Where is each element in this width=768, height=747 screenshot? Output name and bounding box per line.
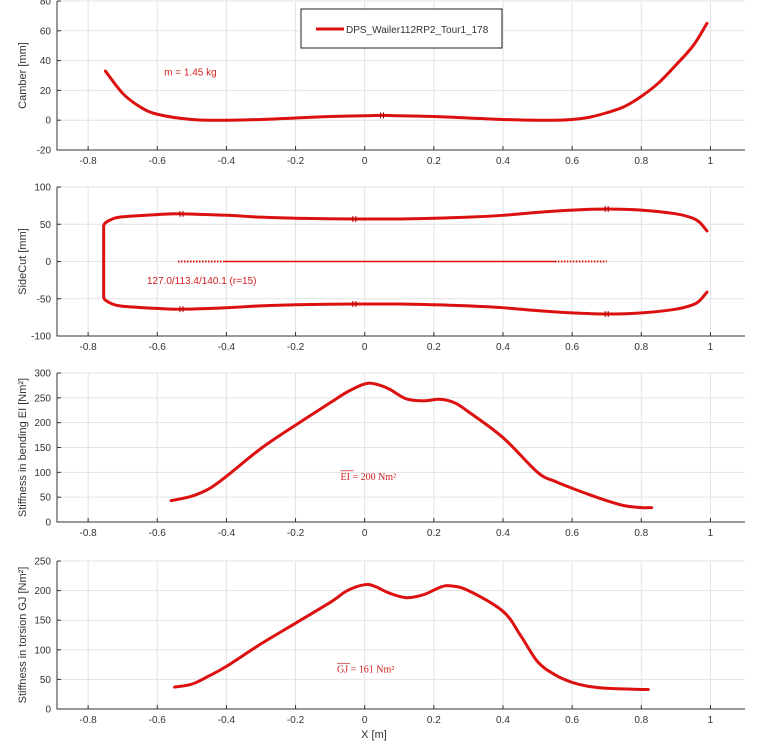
x-tick-label: 0.8 (634, 156, 648, 167)
x-tick-label: 0.6 (565, 528, 579, 539)
x-tick-label: -0.4 (218, 156, 236, 167)
x-tick-label: -0.6 (149, 715, 167, 726)
x-tick-label: -0.6 (149, 342, 167, 353)
x-tick-label: 0.2 (427, 156, 441, 167)
x-tick-label: 0 (362, 156, 368, 167)
y-tick-label: 100 (34, 183, 51, 194)
y-tick-label: 50 (40, 220, 52, 231)
y-tick-label: 80 (40, 0, 52, 8)
x-tick-label: -0.6 (149, 156, 167, 167)
x-tick-label: 0.6 (565, 156, 579, 167)
axes-frame (56, 561, 745, 710)
y-tick-label: 150 (34, 616, 51, 627)
x-tick-label: 0.6 (565, 715, 579, 726)
x-tick-label: 0.8 (634, 342, 648, 353)
series-line-DPS_Wailer112RP2_Tour1_178 (103, 21, 709, 122)
x-tick-label: -0.8 (79, 342, 97, 353)
x-tick-label: -0.2 (287, 715, 305, 726)
x-tick-label: -0.8 (79, 528, 97, 539)
x-tick-label: -0.2 (287, 528, 305, 539)
x-tick-label: 0.4 (496, 715, 510, 726)
y-tick-label: 300 (34, 369, 51, 380)
x-tick-label: 0.8 (634, 715, 648, 726)
y-tick-label: 200 (34, 418, 51, 429)
axes-frame (56, 187, 745, 337)
x-axis-label: X [m] (361, 729, 387, 741)
y-axis-label: SideCut [mm] (17, 228, 29, 295)
x-tick-label: 1 (708, 342, 714, 353)
y-tick-label: -50 (37, 294, 52, 305)
legend-label: DPS_Wailer112RP2_Tour1_178 (346, 25, 489, 36)
subplot-2: -0.8 -0.6 -0.4 -0.2 0 0.2 0.4 0.6 0.8 1 -100 -50 0 50… (17, 183, 745, 353)
y-axis-label: Stiffness in torsion GJ [Nm²] (17, 567, 29, 704)
x-tick-label: -0.6 (149, 528, 167, 539)
annotation: 127.0/113.4/140.1 (r=15) (147, 276, 257, 287)
annotation: EI = 200 Nm² (340, 472, 396, 483)
y-tick-label: -20 (37, 146, 52, 157)
subplot-4: -0.8 -0.6 -0.4 -0.2 0 0.2 0.4 0.6 0.8 1 0 50 100 150 2… (17, 557, 745, 741)
x-tick-label: 0 (362, 715, 368, 726)
x-tick-label: 0 (362, 342, 368, 353)
x-tick-label: 0 (362, 528, 368, 539)
marker (604, 205, 609, 212)
annotation: GJ = 161 Nm² (337, 664, 394, 675)
y-tick-label: 40 (40, 56, 52, 67)
axes-frame (56, 373, 745, 523)
y-tick-label: 250 (34, 393, 51, 404)
subplot-1: -0.8 -0.6 -0.4 -0.2 0 0.2 0.4 0.6 0.8 1 -20 0 20 40 60… (17, 0, 745, 167)
x-tick-label: 1 (708, 528, 714, 539)
y-tick-label: 50 (40, 493, 52, 504)
y-tick-label: 0 (45, 116, 51, 127)
x-tick-label: -0.2 (287, 156, 305, 167)
y-tick-label: 0 (45, 257, 51, 268)
y-tick-label: 60 (40, 26, 52, 37)
x-tick-label: 0.4 (496, 342, 510, 353)
x-tick-label: 0.2 (427, 715, 441, 726)
x-tick-label: 0.2 (427, 342, 441, 353)
y-tick-label: 150 (34, 443, 51, 454)
y-tick-label: 100 (34, 468, 51, 479)
y-axis-label: Stiffness in bending EI [Nm²] (17, 378, 29, 517)
x-tick-label: 0.8 (634, 528, 648, 539)
x-tick-label: -0.4 (218, 528, 236, 539)
y-tick-label: 0 (45, 518, 51, 529)
marker (179, 306, 184, 313)
x-tick-label: -0.8 (79, 715, 97, 726)
marker (379, 112, 384, 119)
series-line-GJ (173, 582, 650, 692)
axes-frame (56, 1, 745, 151)
y-tick-label: -100 (31, 332, 51, 343)
x-tick-label: 1 (708, 715, 714, 726)
x-tick-label: 0.2 (427, 528, 441, 539)
marker (352, 300, 357, 307)
x-tick-label: 0.4 (496, 528, 510, 539)
x-tick-label: -0.2 (287, 342, 305, 353)
y-tick-label: 100 (34, 645, 51, 656)
x-tick-label: 1 (708, 156, 714, 167)
subplot-3: -0.8 -0.6 -0.4 -0.2 0 0.2 0.4 0.6 0.8 1 0 50 100 150 2… (17, 369, 745, 539)
legend: DPS_Wailer112RP2_Tour1_178 (300, 8, 503, 49)
series-line-EI (169, 381, 654, 510)
y-tick-label: 20 (40, 86, 52, 97)
y-tick-label: 250 (34, 557, 51, 568)
y-axis-label: Camber [mm] (17, 42, 29, 109)
marker (604, 311, 609, 318)
x-tick-label: 0.4 (496, 156, 510, 167)
annotation: m = 1.45 kg (164, 68, 217, 79)
x-tick-label: 0.6 (565, 342, 579, 353)
y-tick-label: 50 (40, 675, 52, 686)
x-tick-label: -0.4 (218, 342, 236, 353)
marker (179, 210, 184, 217)
y-tick-label: 0 (45, 705, 51, 716)
x-tick-label: -0.8 (79, 156, 97, 167)
y-tick-label: 200 (34, 586, 51, 597)
marker (352, 216, 357, 223)
x-tick-label: -0.4 (218, 715, 236, 726)
series-line-upper (102, 207, 709, 233)
series-line-lower (102, 290, 709, 316)
